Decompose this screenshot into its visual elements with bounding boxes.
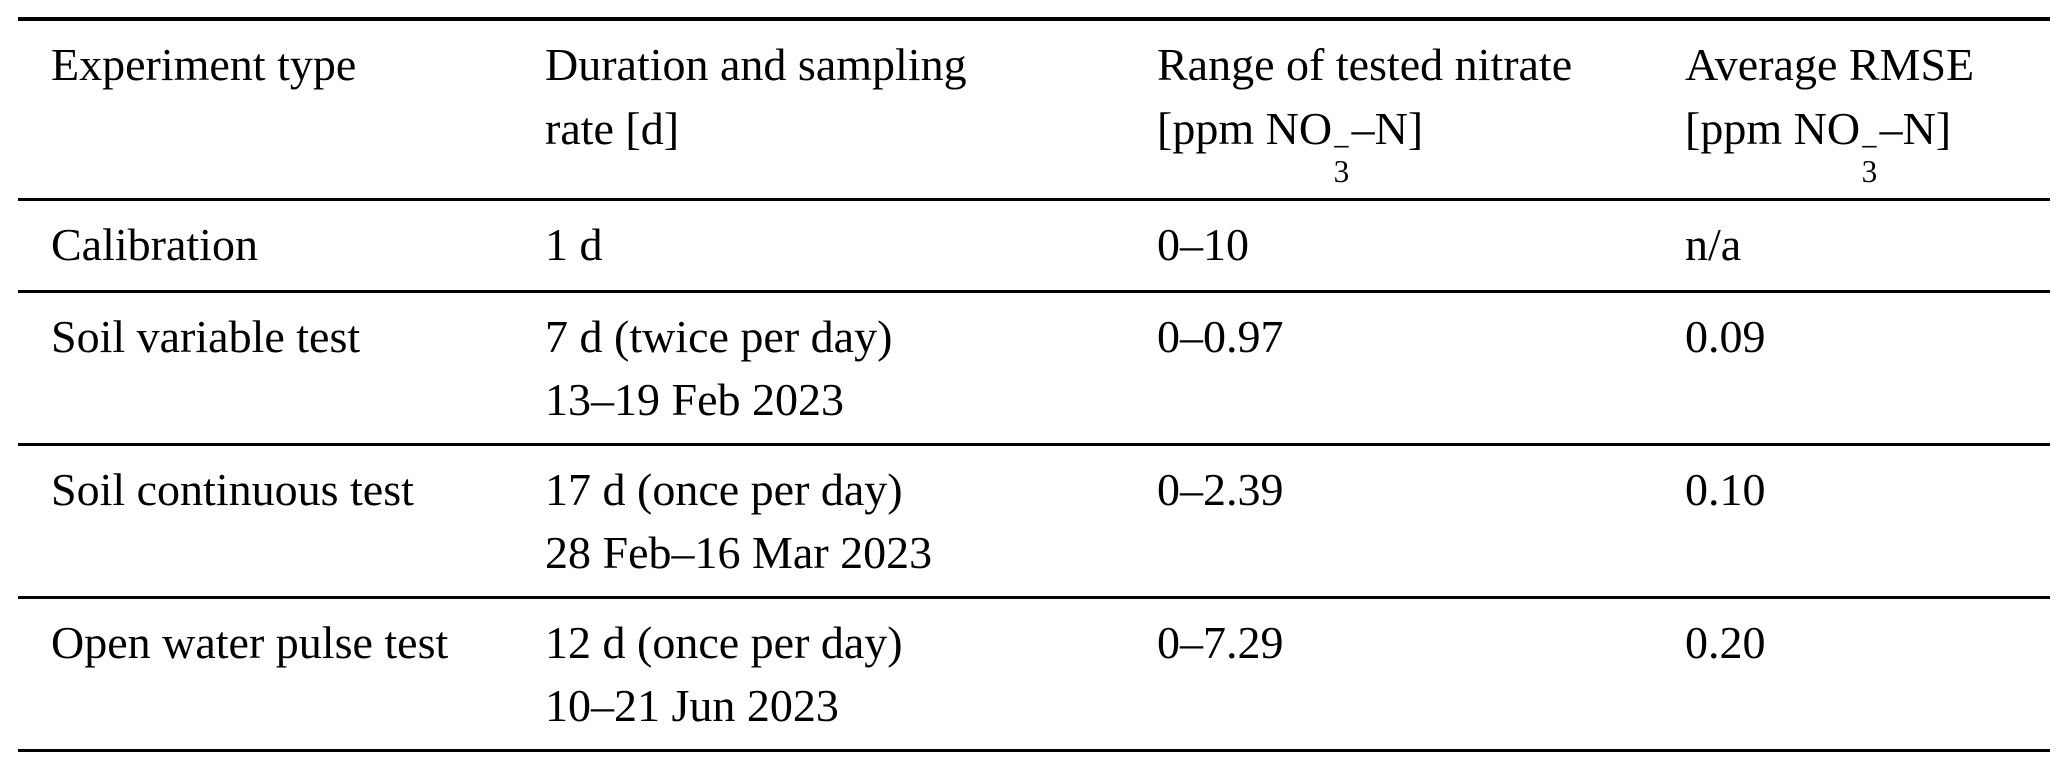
unit-prefix: [ppm NO [1685, 103, 1861, 154]
header-label: Average RMSE [1685, 39, 1975, 90]
col-header-rmse: Average RMSE [ppm NO −3 –N] [1685, 19, 2050, 199]
cell-experiment-type: Soil variable test [51, 310, 361, 362]
header-label: Experiment type [51, 39, 357, 90]
table-row-soil-variable: Soil variable test 7 d (twice per day) 1… [18, 291, 2050, 445]
header-row: Experiment type Duration and sampling ra… [18, 19, 2050, 200]
cell-range: 0–10 [1157, 218, 1249, 270]
header-label: Range of tested nitrate [1157, 39, 1573, 90]
superscript-minus: − [1332, 129, 1351, 165]
unit-suffix: –N] [1879, 103, 1952, 154]
duration-line1: 1 d [545, 218, 603, 270]
subscript-three: 3 [1861, 153, 1878, 189]
cell-experiment-type: Soil continuous test [51, 463, 414, 515]
cell-duration: 7 d (twice per day) 13–19 Feb 2023 [545, 291, 1157, 444]
experiment-summary-table: Experiment type Duration and sampling ra… [18, 17, 2050, 752]
duration-line1: 7 d (twice per day) [545, 310, 893, 362]
col-header-experiment-type: Experiment type [18, 19, 545, 199]
header-label-line2: rate [d] [545, 103, 680, 154]
cell-rmse: 0.20 [1685, 616, 1766, 668]
table-header: Experiment type Duration and sampling ra… [18, 19, 2050, 200]
duration-line2: 10–21 Jun 2023 [545, 679, 839, 731]
duration-line2: 28 Feb–16 Mar 2023 [545, 526, 933, 578]
cell-rmse: 0.09 [1685, 310, 1766, 362]
subscript-three: 3 [1333, 153, 1350, 189]
cell-range: 0–0.97 [1157, 310, 1284, 362]
cell-range: 0–7.29 [1157, 616, 1284, 668]
cell-rmse: n/a [1685, 218, 1742, 270]
cell-duration: 1 d [545, 199, 1157, 291]
no3-sub-sup: −3 [1860, 129, 1879, 189]
header-unit: [ppm NO −3 –N] [1157, 97, 1685, 189]
cell-duration: 12 d (once per day) 10–21 Jun 2023 [545, 597, 1157, 750]
superscript-minus: − [1860, 129, 1879, 165]
table-row-soil-continuous: Soil continuous test 17 d (once per day)… [18, 444, 2050, 598]
duration-line1: 17 d (once per day) [545, 463, 903, 515]
cell-experiment-type: Calibration [51, 218, 258, 270]
no3-sub-sup: −3 [1332, 129, 1351, 189]
cell-rmse: 0.10 [1685, 463, 1766, 515]
col-header-duration: Duration and sampling rate [d] [545, 19, 1157, 199]
header-label: Duration and sampling [545, 39, 967, 90]
cell-range: 0–2.39 [1157, 463, 1284, 515]
unit-prefix: [ppm NO [1157, 103, 1333, 154]
table-body: Calibration 1 d 0–10 n/a Soil variable t… [18, 199, 2050, 750]
duration-line2: 13–19 Feb 2023 [545, 373, 844, 425]
table-row-calibration: Calibration 1 d 0–10 n/a [18, 199, 2050, 292]
table-row-open-water-pulse: Open water pulse test 12 d (once per day… [18, 597, 2050, 750]
cell-experiment-type: Open water pulse test [51, 616, 449, 668]
cell-duration: 17 d (once per day) 28 Feb–16 Mar 2023 [545, 444, 1157, 597]
duration-line1: 12 d (once per day) [545, 616, 903, 668]
header-unit: [ppm NO −3 –N] [1685, 97, 2050, 189]
unit-suffix: –N] [1351, 103, 1424, 154]
col-header-range: Range of tested nitrate [ppm NO −3 –N] [1157, 19, 1685, 199]
